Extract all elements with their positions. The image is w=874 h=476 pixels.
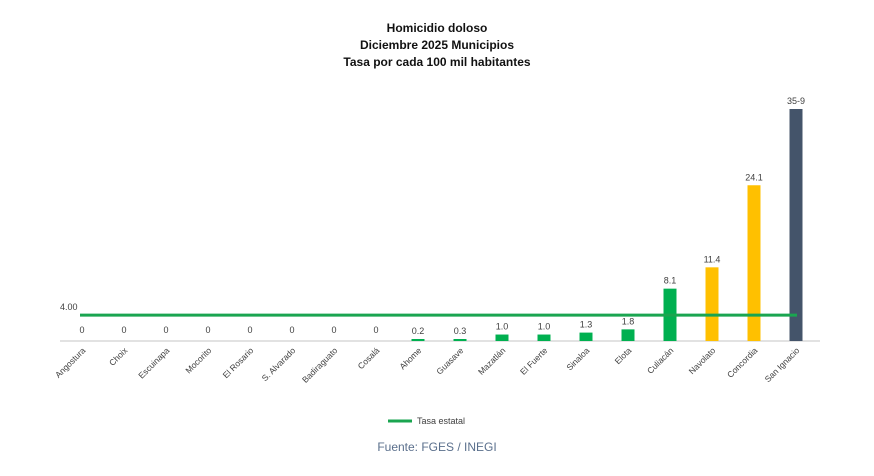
data-label: 1.0 bbox=[538, 322, 551, 332]
data-label: 0.2 bbox=[412, 326, 425, 336]
x-tick-label: Choix bbox=[107, 345, 130, 368]
x-tick-label: Elota bbox=[613, 345, 634, 366]
data-label: 0 bbox=[373, 325, 378, 335]
x-tick-label: Sinaloa bbox=[564, 345, 591, 372]
data-label: 0 bbox=[289, 325, 294, 335]
data-label: 35-9 bbox=[787, 96, 805, 106]
x-tick-label: Culiacán bbox=[645, 345, 676, 376]
data-label: 0 bbox=[163, 325, 168, 335]
bar bbox=[621, 329, 635, 341]
data-label: 0 bbox=[121, 325, 126, 335]
bar bbox=[747, 185, 761, 341]
bar bbox=[579, 332, 593, 341]
x-tick-label: San Ignacio bbox=[763, 345, 802, 384]
x-tick-label: El Fuerte bbox=[518, 345, 550, 377]
chart-title-line-1: Homicidio doloso bbox=[387, 21, 488, 35]
chart-title-line-2: Diciembre 2025 Municipios bbox=[360, 38, 514, 52]
x-tick-label: Badiraguato bbox=[300, 345, 340, 385]
x-tick-label: S. Alvarado bbox=[260, 345, 298, 383]
x-tick-label: Mazatlán bbox=[476, 345, 508, 377]
legend: Tasa estatal bbox=[388, 416, 465, 426]
x-tick-label: Escuinapa bbox=[136, 345, 171, 380]
x-tick-label: Guasave bbox=[434, 345, 465, 376]
data-label: 11.4 bbox=[704, 254, 721, 264]
data-label: 0 bbox=[247, 325, 252, 335]
data-label: 1.8 bbox=[622, 316, 635, 326]
bar bbox=[705, 267, 719, 341]
legend-label: Tasa estatal bbox=[417, 416, 465, 426]
x-tick-label: Concordia bbox=[725, 345, 760, 380]
bar bbox=[789, 109, 803, 341]
x-tick-label: Cosalá bbox=[356, 345, 382, 371]
data-label: 0 bbox=[331, 325, 336, 335]
x-tick-label: El Rosario bbox=[221, 345, 256, 380]
data-label: 8.1 bbox=[664, 276, 677, 286]
bar bbox=[495, 334, 509, 341]
x-tick-label: Mocorito bbox=[183, 345, 213, 375]
data-label: 0 bbox=[205, 325, 210, 335]
bar bbox=[453, 339, 467, 341]
data-label: 1.3 bbox=[580, 320, 593, 330]
data-label: 0 bbox=[79, 325, 84, 335]
source-note: Fuente: FGES / INEGI bbox=[377, 440, 496, 454]
bar bbox=[411, 339, 425, 341]
x-tick-label: Ahome bbox=[397, 345, 423, 371]
chart-title-line-3: Tasa por cada 100 mil habitantes bbox=[343, 55, 531, 69]
x-tick-label: Angostura bbox=[53, 345, 88, 380]
data-label: 1.0 bbox=[496, 322, 509, 332]
reference-line-label: 4.00 bbox=[60, 302, 78, 312]
x-tick-label: Navolato bbox=[687, 345, 718, 376]
data-label: 24.1 bbox=[745, 172, 763, 182]
bar bbox=[537, 334, 551, 341]
data-label: 0.3 bbox=[454, 326, 467, 336]
